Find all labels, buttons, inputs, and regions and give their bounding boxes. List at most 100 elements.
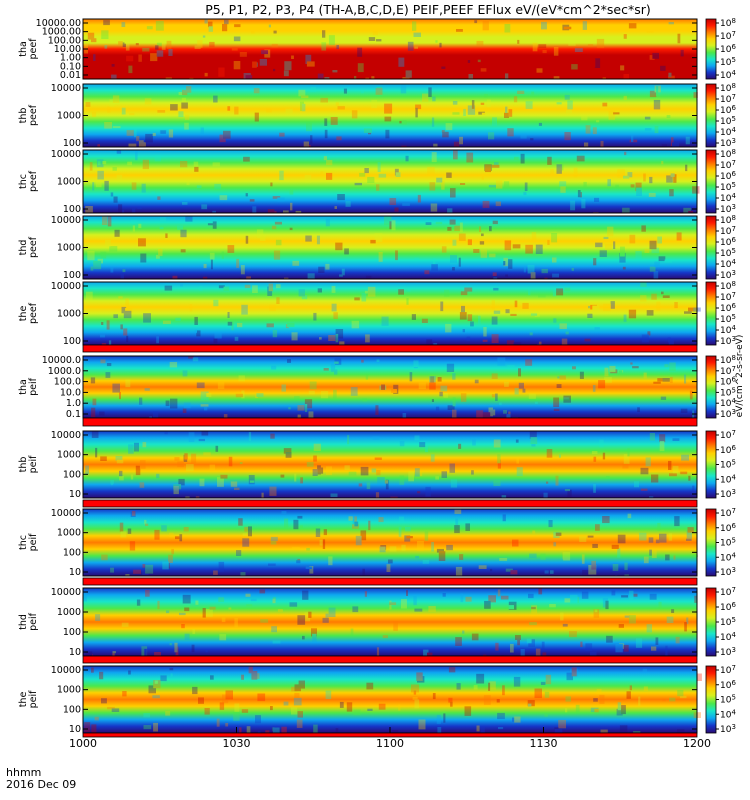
- texture-cell: [628, 23, 637, 29]
- texture-cell: [405, 70, 412, 78]
- texture-cell: [400, 84, 407, 94]
- texture-cell: [320, 391, 329, 399]
- texture-cell: [313, 312, 317, 321]
- texture-cell: [153, 722, 158, 732]
- texture-cell: [139, 397, 143, 405]
- panel-frame: [82, 430, 698, 499]
- texture-cell: [138, 223, 142, 229]
- texture-cell: [657, 378, 665, 382]
- texture-cell: [431, 152, 437, 163]
- panel-background: [83, 19, 697, 79]
- texture-cell: [186, 464, 194, 472]
- texture-cell: [170, 104, 178, 111]
- texture-cell: [169, 532, 174, 538]
- texture-cell: [382, 635, 388, 638]
- texture-cell: [333, 312, 338, 319]
- texture-cell: [430, 376, 434, 385]
- texture-cell: [120, 273, 124, 279]
- texture-cell: [292, 546, 300, 550]
- texture-cell: [227, 245, 235, 253]
- texture-cell: [506, 414, 511, 418]
- texture-cell: [320, 97, 328, 103]
- colorbar-tick-label: 103: [720, 137, 736, 149]
- texture-cell: [268, 283, 273, 292]
- texture-cell: [283, 448, 292, 454]
- texture-cell: [168, 554, 173, 563]
- texture-cell: [260, 619, 269, 623]
- texture-cell: [288, 407, 291, 410]
- texture-cell: [212, 210, 216, 213]
- texture-cell: [684, 374, 687, 384]
- texture-cell: [333, 389, 337, 399]
- texture-cell: [108, 340, 112, 345]
- texture-cell: [106, 363, 112, 367]
- texture-cell: [553, 397, 560, 407]
- texture-cell: [428, 606, 436, 612]
- texture-cell: [160, 130, 166, 134]
- texture-cell: [665, 554, 670, 561]
- texture-cell: [480, 102, 485, 105]
- texture-cell: [478, 565, 487, 569]
- texture-cell: [238, 518, 243, 526]
- texture-cell: [635, 638, 643, 648]
- texture-cell: [227, 321, 233, 326]
- texture-cell: [330, 117, 338, 125]
- texture-cell: [680, 471, 688, 475]
- texture-cell: [311, 628, 317, 637]
- texture-cell: [165, 562, 170, 569]
- texture-cell: [209, 606, 216, 610]
- texture-cell: [515, 635, 521, 640]
- texture-cell: [218, 561, 225, 572]
- texture-cell: [649, 90, 657, 98]
- texture-cell: [339, 341, 345, 345]
- texture-cell: [134, 129, 137, 138]
- texture-cell: [233, 36, 241, 42]
- texture-cell: [285, 452, 292, 458]
- texture-cell: [379, 546, 386, 553]
- texture-cell: [592, 385, 596, 392]
- texture-cell: [213, 95, 218, 103]
- texture-cell: [93, 260, 102, 270]
- texture-cell: [514, 156, 519, 161]
- texture-cell: [143, 713, 150, 718]
- texture-cell: [246, 604, 253, 607]
- texture-cell: [368, 129, 372, 135]
- texture-cell: [602, 516, 610, 524]
- texture-cell: [365, 77, 370, 79]
- texture-cell: [365, 275, 372, 279]
- texture-cell: [277, 197, 285, 202]
- texture-cell: [531, 605, 538, 614]
- texture-cell: [394, 168, 399, 176]
- texture-cell: [571, 64, 578, 70]
- texture-cell: [225, 690, 233, 700]
- figure-title: P5, P1, P2, P3, P4 (TH-A,B,C,D,E) PEIF,P…: [205, 2, 651, 17]
- texture-cell: [641, 334, 649, 343]
- texture-cell: [234, 703, 240, 712]
- texture-cell: [272, 598, 276, 604]
- texture-cell: [165, 233, 168, 238]
- texture-cell: [630, 184, 635, 188]
- texture-cell: [549, 604, 556, 608]
- texture-cell: [252, 61, 257, 68]
- texture-cell: [527, 700, 535, 707]
- texture-cell: [566, 672, 573, 681]
- texture-cell: [538, 294, 546, 298]
- texture-cell: [631, 135, 634, 142]
- colorbar-tick-label: 106: [720, 170, 736, 182]
- texture-cell: [442, 593, 446, 597]
- panel-stack: 10000.001000.00100.0010.001.000.100.01th…: [18, 17, 745, 738]
- texture-cell: [656, 86, 659, 96]
- texture-cell: [194, 329, 197, 333]
- texture-cell: [407, 41, 414, 51]
- texture-cell: [564, 598, 571, 603]
- texture-cell: [555, 532, 562, 536]
- texture-cell: [502, 514, 506, 522]
- texture-cell: [241, 390, 245, 399]
- texture-cell: [576, 596, 579, 603]
- texture-cell: [334, 369, 338, 375]
- panel-ylabel: thbpeif: [18, 455, 39, 474]
- texture-cell: [354, 516, 357, 523]
- texture-cell: [273, 30, 277, 34]
- texture-cell: [166, 610, 170, 614]
- texture-cell: [464, 706, 472, 716]
